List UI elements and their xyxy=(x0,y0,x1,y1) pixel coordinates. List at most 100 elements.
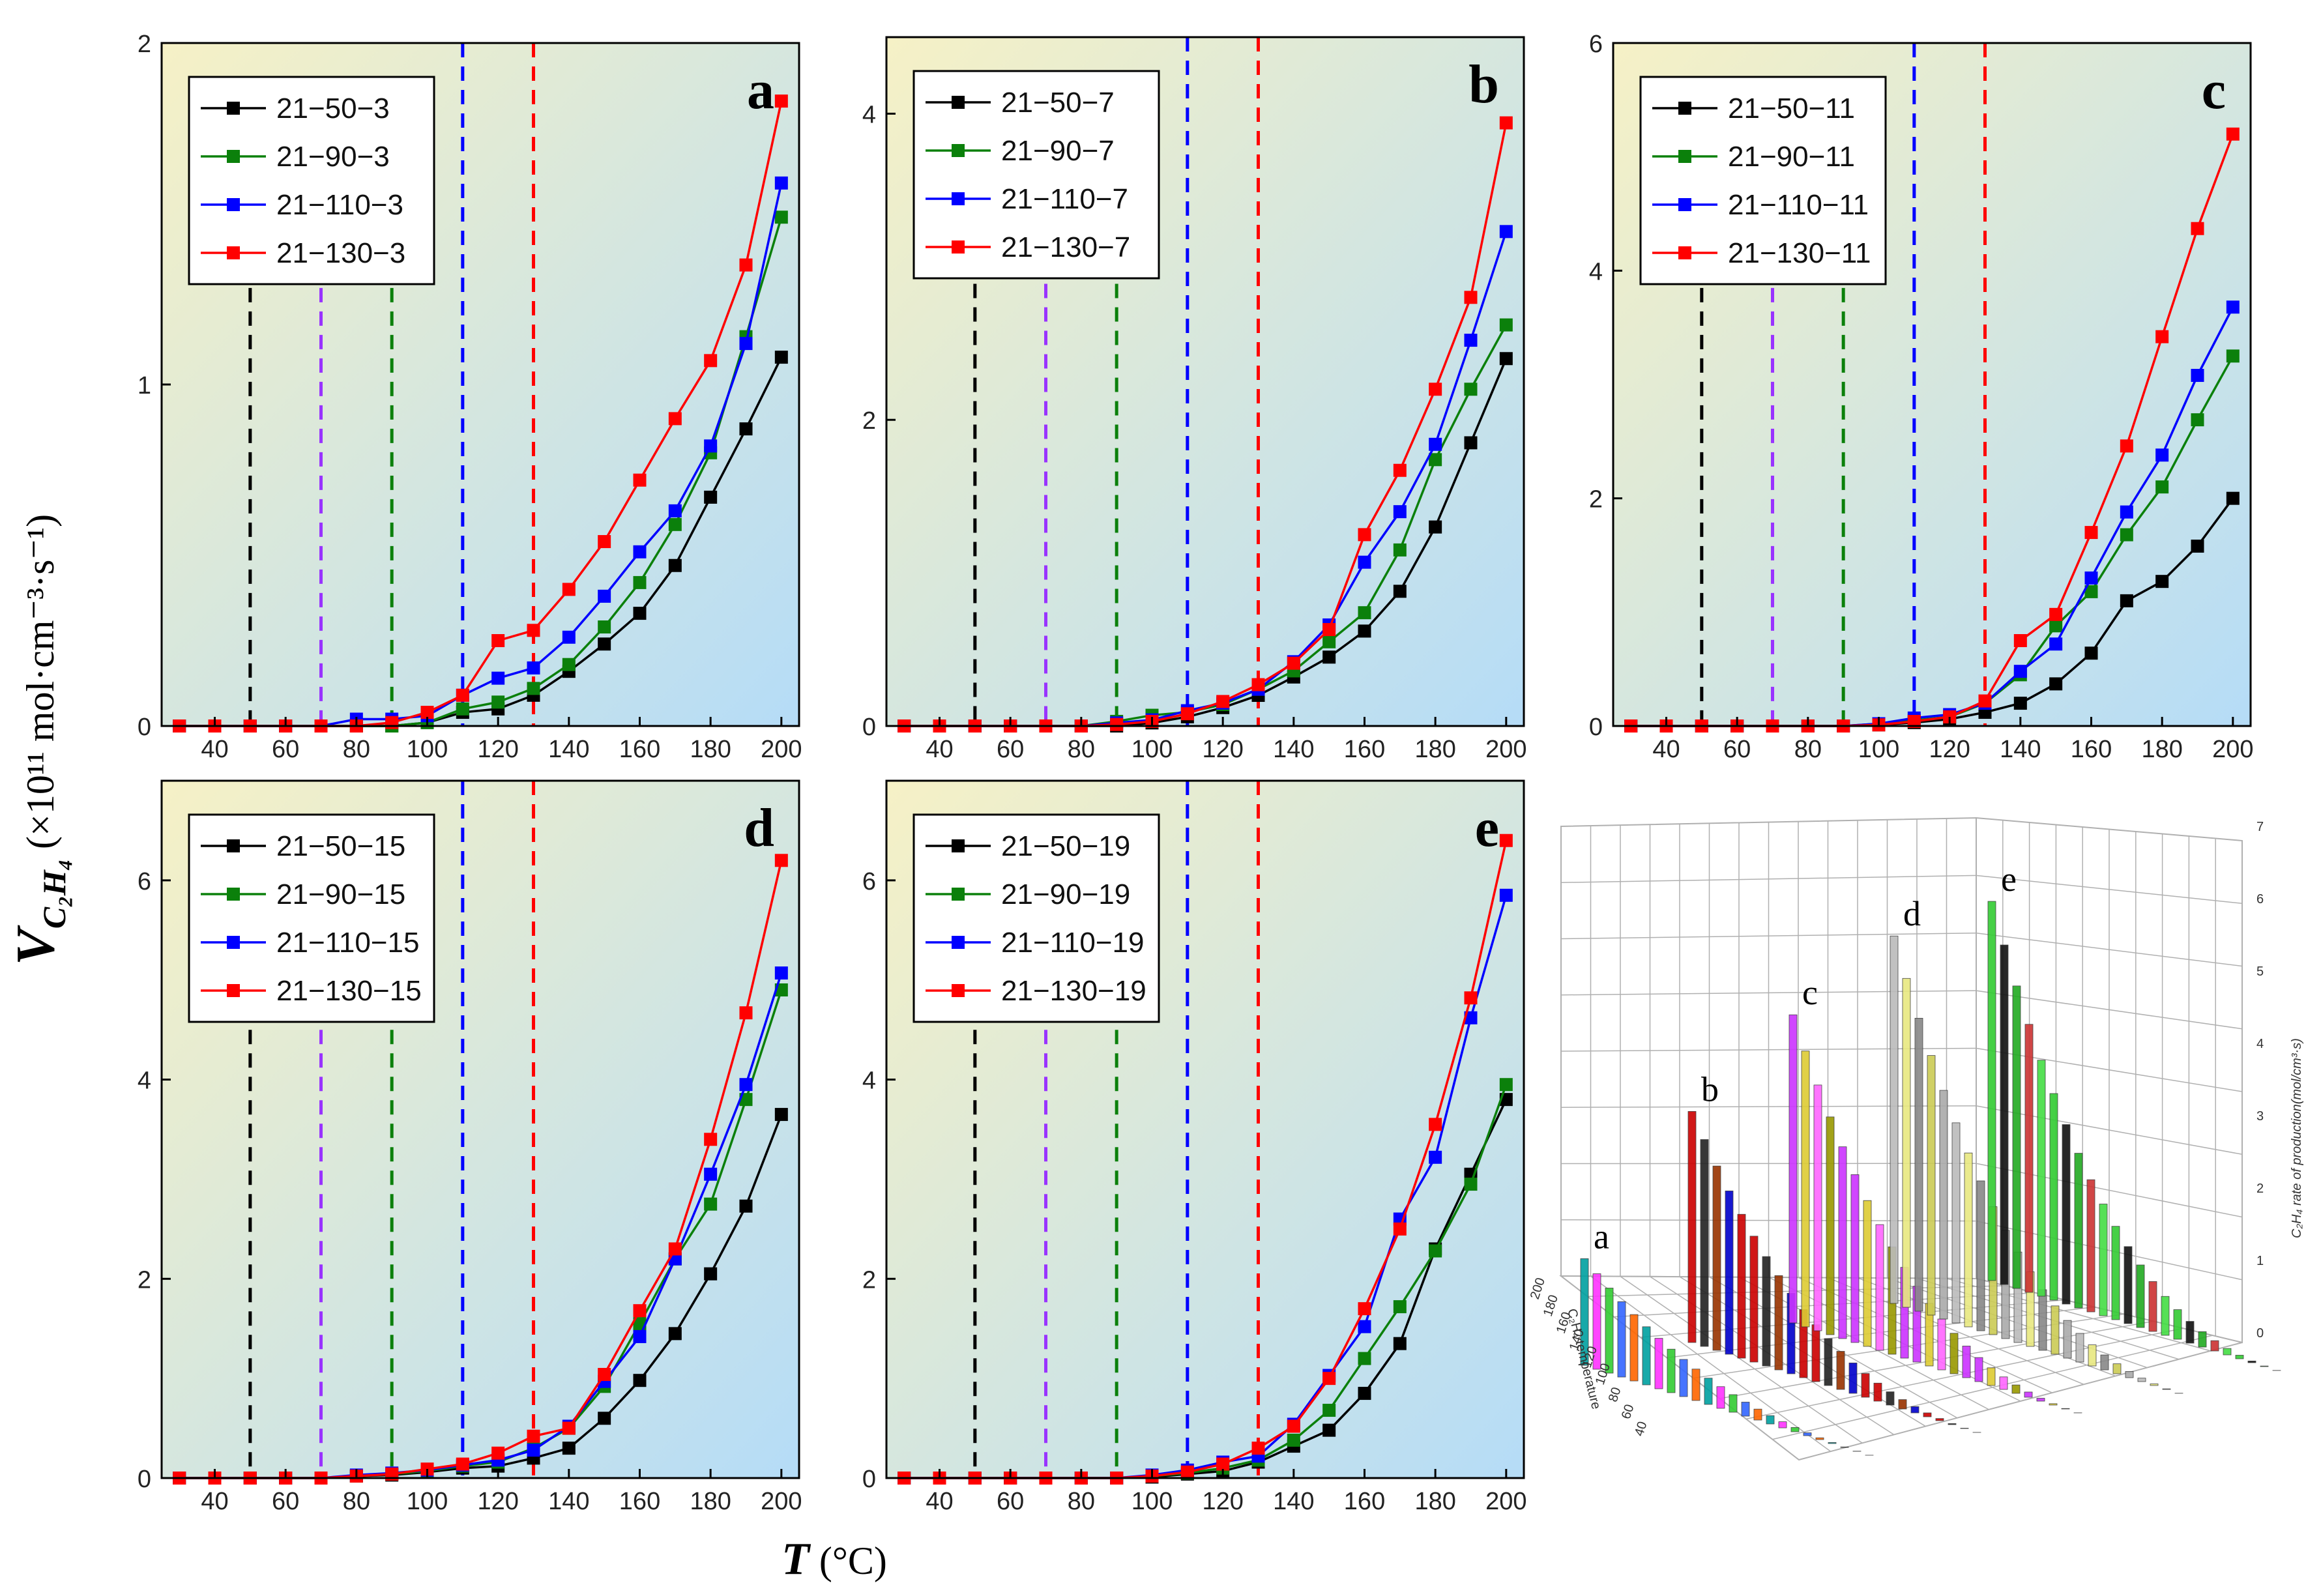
data-point xyxy=(1251,1442,1265,1455)
x-tick-label: 120 xyxy=(1202,1488,1243,1515)
bar xyxy=(2062,1124,2071,1305)
y-tick-label: 2 xyxy=(138,31,151,58)
bar xyxy=(1753,1408,1762,1421)
bar xyxy=(1848,1362,1858,1394)
data-point xyxy=(2155,575,2169,588)
bar xyxy=(1948,1423,1957,1425)
legend-marker xyxy=(227,150,240,163)
panel-letter: a xyxy=(747,60,774,121)
x-tick-label: 40 xyxy=(926,736,953,763)
bar xyxy=(1617,1301,1626,1378)
grid-line xyxy=(1976,933,2243,967)
data-point xyxy=(1322,635,1336,648)
bar xyxy=(2051,1305,2060,1355)
legend-entry: 21−110−15 xyxy=(276,927,419,959)
data-point xyxy=(1393,1300,1407,1314)
panel-a: 40 60 80 100 120 140 160 180 200 0 1 2 21−50−3 21−90−… xyxy=(138,31,802,763)
bar xyxy=(2148,1281,2157,1332)
data-point xyxy=(633,1329,647,1343)
bar xyxy=(1923,1412,1932,1417)
data-point xyxy=(1429,520,1442,534)
bar-group-e xyxy=(1987,901,2281,1371)
bar xyxy=(1861,1373,1870,1398)
bar xyxy=(2223,1348,2232,1356)
data-point xyxy=(668,504,682,517)
bar xyxy=(1987,901,1996,1281)
bar xyxy=(1902,978,1911,1308)
data-point xyxy=(562,1442,576,1455)
x-tick-label: 160 xyxy=(619,1488,660,1515)
data-point xyxy=(2049,619,2063,633)
y3d-tick-label: 80 xyxy=(1606,1386,1624,1404)
data-point xyxy=(2226,127,2240,141)
bar xyxy=(2063,1320,2072,1359)
data-point xyxy=(1358,624,1371,638)
x-tick-label: 40 xyxy=(201,1488,228,1515)
y-tick-label: 4 xyxy=(1589,258,1603,285)
data-point xyxy=(2049,607,2063,621)
grid-line xyxy=(1560,875,1977,883)
y-tick-label: 4 xyxy=(138,1067,151,1095)
data-point xyxy=(2049,637,2063,651)
data-point xyxy=(739,258,753,272)
data-point xyxy=(1216,695,1230,708)
bar xyxy=(1999,1376,2008,1390)
bar xyxy=(1629,1314,1639,1382)
z-axis-label: C₂H₄ rate of production(mol/cm³·s) xyxy=(2290,1038,2304,1238)
data-point xyxy=(1429,383,1442,396)
x-tick-label: 160 xyxy=(619,736,660,763)
bar xyxy=(1964,1152,1973,1328)
legend-entry: 21−50−19 xyxy=(1001,830,1130,862)
x-tick-label: 140 xyxy=(1273,736,1314,763)
data-point xyxy=(420,706,434,719)
x-tick-label: 160 xyxy=(2071,736,2112,763)
legend-entry: 21−50−15 xyxy=(276,830,405,862)
grid-line xyxy=(1590,1275,1832,1452)
x-tick-label: 180 xyxy=(690,736,731,763)
bar xyxy=(1886,1391,1895,1406)
x-tick-label: 140 xyxy=(548,1488,589,1515)
data-point xyxy=(2120,505,2133,519)
bar xyxy=(1939,1090,1948,1320)
legend-entry: 21−130−15 xyxy=(276,975,422,1007)
legend-marker xyxy=(227,102,240,115)
legend-marker xyxy=(227,198,240,211)
group-label: d xyxy=(1903,894,1921,933)
y-tick-label: 4 xyxy=(862,101,876,128)
legend-marker xyxy=(227,839,240,852)
data-point xyxy=(1464,1011,1478,1024)
bar xyxy=(1654,1338,1663,1389)
x-tick-label: 100 xyxy=(1858,736,1899,763)
data-point xyxy=(562,1421,576,1435)
y-tick-label: 2 xyxy=(862,407,876,435)
data-point xyxy=(1464,291,1478,304)
y-tick-label: 4 xyxy=(862,1067,876,1095)
data-point xyxy=(633,607,647,620)
bar xyxy=(2185,1321,2195,1344)
x-tick-label: 200 xyxy=(1485,1488,1526,1515)
legend-entry: 21−50−11 xyxy=(1728,93,1855,124)
data-point xyxy=(1358,606,1371,620)
bar xyxy=(2173,1309,2182,1340)
data-point xyxy=(633,1374,647,1387)
data-point xyxy=(598,535,611,549)
data-point xyxy=(633,473,647,487)
data-point xyxy=(1180,707,1194,721)
y-tick-label: 6 xyxy=(138,868,151,895)
bar xyxy=(1813,1084,1822,1331)
z-tick-label: 1 xyxy=(2256,1254,2264,1268)
data-point xyxy=(704,490,718,504)
bar xyxy=(1960,1428,1969,1429)
legend-marker xyxy=(952,192,965,205)
y-axis-title-sub: C₂H₄ xyxy=(36,859,72,929)
data-point xyxy=(1358,1302,1371,1316)
plot-frame xyxy=(1612,42,2252,727)
legend-entry: 21−110−19 xyxy=(1001,927,1144,959)
data-point xyxy=(1393,585,1407,598)
legend-marker xyxy=(1678,150,1691,163)
data-point xyxy=(633,1304,647,1318)
panel-d: 40 60 80 100 120 140 160 180 200 0 2 4 6 21−50−15 21−9… xyxy=(138,779,802,1515)
data-point xyxy=(774,1108,788,1122)
data-point xyxy=(456,702,469,716)
